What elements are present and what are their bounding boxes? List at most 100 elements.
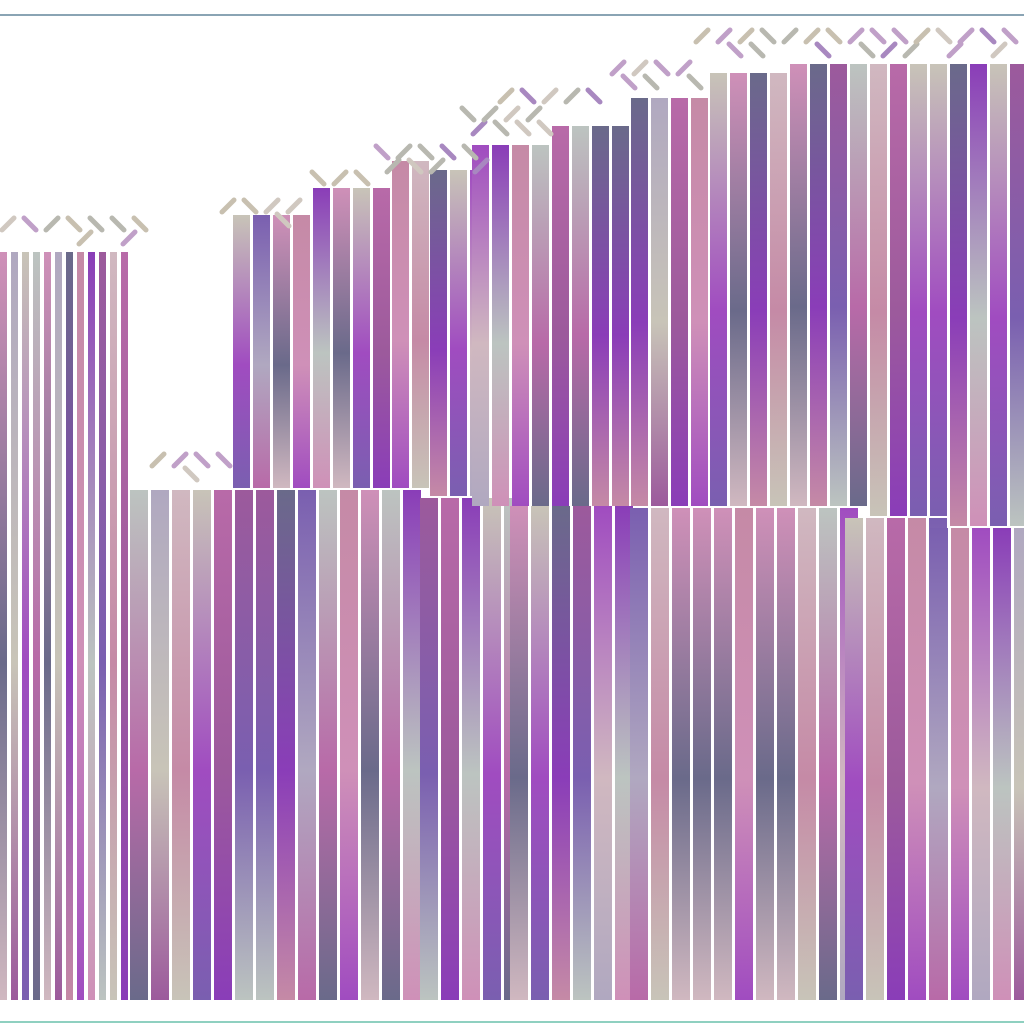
- lower-bar: [972, 528, 990, 1000]
- lower-bar: [756, 508, 774, 1000]
- thin-bar: [11, 252, 18, 1000]
- upper-bar: [392, 161, 409, 488]
- upper-bar: [313, 188, 330, 488]
- lower-bar: [277, 490, 295, 1000]
- thin-bar: [44, 252, 51, 1000]
- lower-bar: [340, 490, 358, 1000]
- lower-bar: [798, 508, 816, 1000]
- lower-bar: [573, 506, 591, 1000]
- glyph-row: [497, 87, 603, 105]
- upper-bar: [870, 64, 887, 516]
- lower-bar: [130, 490, 148, 1000]
- lower-bar: [151, 490, 169, 1000]
- lower-bar: [193, 490, 211, 1000]
- top-rule: [0, 14, 1024, 16]
- thin-bar: [0, 252, 7, 1000]
- lower-bar: [382, 490, 400, 1000]
- thin-bar: [110, 252, 117, 1000]
- upper-bar: [930, 64, 947, 516]
- lower-bar: [866, 518, 884, 1000]
- upper-bar: [631, 98, 648, 506]
- lower-bar: [361, 490, 379, 1000]
- lower-bar: [951, 528, 969, 1000]
- thin-bar: [99, 252, 106, 1000]
- upper-bar: [273, 215, 290, 488]
- lower-bar: [651, 508, 669, 1000]
- lower-bar: [594, 506, 612, 1000]
- glyph-row: [309, 169, 371, 187]
- lower-bar: [510, 506, 528, 1000]
- lower-bar: [693, 508, 711, 1000]
- upper-bar: [671, 98, 688, 506]
- upper-bar: [412, 161, 429, 488]
- lower-bar: [993, 528, 1011, 1000]
- lower-bar: [214, 490, 232, 1000]
- lower-bar: [235, 490, 253, 1000]
- thin-bar: [121, 252, 128, 1000]
- glyph-row: [459, 105, 554, 137]
- upper-bar: [612, 126, 629, 506]
- upper-bar: [790, 64, 807, 506]
- lower-bar: [672, 508, 690, 1000]
- lower-bar: [845, 518, 863, 1000]
- upper-bar: [890, 64, 907, 516]
- lower-bar: [403, 490, 421, 1000]
- upper-bar: [990, 64, 1007, 526]
- thin-bar: [22, 252, 29, 1000]
- upper-bar: [373, 188, 390, 488]
- lower-bar: [908, 518, 926, 1000]
- thin-bar: [88, 252, 95, 1000]
- lower-bar: [630, 508, 648, 1000]
- upper-bar: [233, 215, 250, 488]
- lower-bar: [172, 490, 190, 1000]
- upper-bar: [850, 64, 867, 506]
- lower-bar: [441, 498, 459, 1000]
- bottom-rule: [0, 1021, 1024, 1023]
- upper-bar: [430, 170, 447, 496]
- lower-bar: [819, 508, 837, 1000]
- upper-bar: [353, 188, 370, 488]
- upper-bar: [950, 64, 967, 526]
- lower-bar: [420, 498, 438, 1000]
- upper-bar: [730, 73, 747, 506]
- glyph-row: [609, 59, 704, 91]
- upper-bar: [512, 145, 529, 506]
- upper-bar: [910, 64, 927, 516]
- lower-bar: [887, 518, 905, 1000]
- thin-bar: [66, 252, 73, 1000]
- lower-bar: [1014, 528, 1024, 1000]
- upper-bar: [970, 64, 987, 526]
- lower-bar: [552, 506, 570, 1000]
- upper-bar: [592, 126, 609, 506]
- lower-bar: [777, 508, 795, 1000]
- upper-bar: [552, 126, 569, 506]
- lower-bar: [735, 508, 753, 1000]
- upper-bar: [1010, 64, 1024, 526]
- upper-bar: [750, 73, 767, 506]
- thin-bar: [33, 252, 40, 1000]
- upper-bar: [450, 170, 467, 496]
- upper-bar: [532, 145, 549, 506]
- upper-bar: [810, 64, 827, 506]
- thin-bar: [55, 252, 62, 1000]
- lower-bar: [531, 506, 549, 1000]
- glyph-row: [0, 215, 149, 247]
- lower-bar: [298, 490, 316, 1000]
- lower-bar: [930, 528, 948, 1000]
- lower-bar: [319, 490, 337, 1000]
- glyph-row: [373, 143, 490, 175]
- glyph-row: [693, 27, 1019, 59]
- upper-bar: [472, 145, 489, 506]
- lower-bar: [483, 498, 501, 1000]
- upper-bar: [293, 215, 310, 488]
- lower-bar: [714, 508, 732, 1000]
- upper-bar: [710, 73, 727, 506]
- upper-bar: [830, 64, 847, 506]
- lower-bar: [462, 498, 480, 1000]
- upper-bar: [770, 73, 787, 506]
- upper-bar: [572, 126, 589, 506]
- upper-bar: [651, 98, 668, 506]
- glyph-row: [149, 451, 233, 483]
- thin-bar: [77, 252, 84, 1000]
